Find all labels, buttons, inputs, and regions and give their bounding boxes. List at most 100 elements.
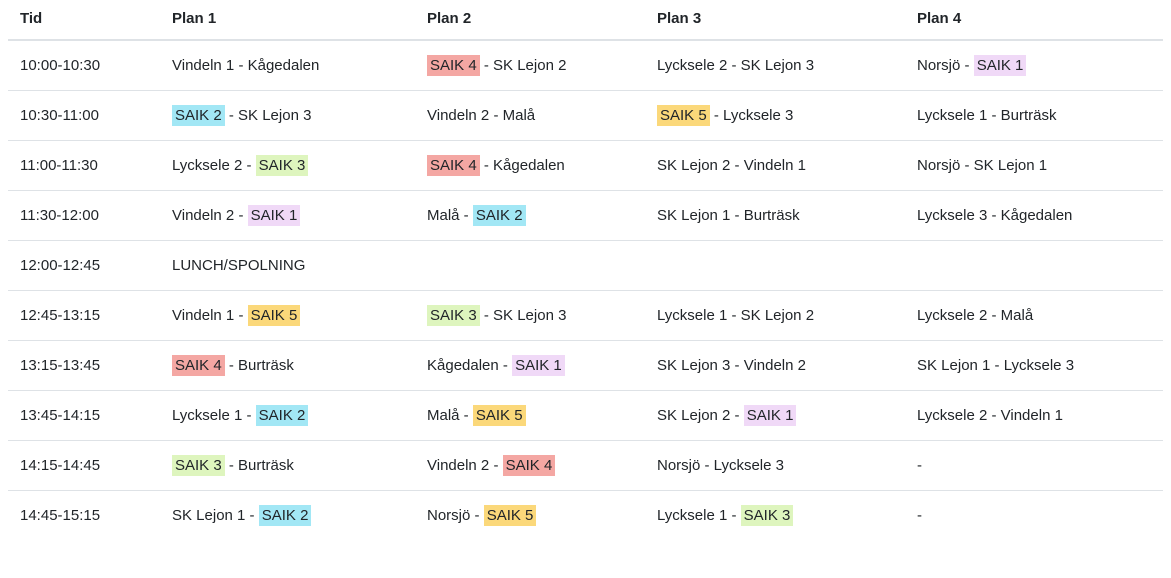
match-cell: SK Lejon 2 - SAIK 1	[645, 390, 905, 441]
schedule-row: 11:30-12:00 Vindeln 2 - SAIK 1 Malå - SAIK…	[8, 190, 1163, 241]
team-highlight: SAIK 1	[512, 355, 565, 376]
team-highlight: SAIK 5	[472, 405, 526, 426]
header-row: Tid Plan 1 Plan 2 Plan 3 Plan 4	[8, 0, 1163, 41]
match-text: Kågedalen -	[427, 357, 513, 374]
match-cell	[415, 240, 645, 291]
match-cell: Kågedalen - SAIK 1	[415, 340, 645, 391]
match-cell: SK Lejon 3 - Vindeln 2	[645, 340, 905, 391]
match-text: SK Lejon 1 - Lycksele 3	[917, 357, 1075, 374]
match-cell: LUNCH/SPOLNING	[160, 240, 415, 291]
team-highlight: SAIK 3	[427, 305, 480, 326]
schedule-row: 13:15-13:45 SAIK 4 - Burträsk Kågedalen - …	[8, 340, 1163, 391]
time-cell: 10:00-10:30	[8, 40, 160, 91]
match-text: Lycksele 1 -	[657, 507, 741, 524]
team-highlight: SAIK 3	[740, 505, 794, 526]
schedule-table: Tid Plan 1 Plan 2 Plan 3 Plan 4 10:00-10:30 V…	[8, 0, 1163, 540]
team-highlight: SAIK 2	[472, 205, 526, 226]
time-cell: 13:15-13:45	[8, 340, 160, 391]
schedule-row: 14:45-15:15 SK Lejon 1 - SAIK 2 Norsjö - S…	[8, 491, 1163, 541]
match-text: - SK Lejon 2	[479, 57, 567, 74]
match-cell: SAIK 4 - SK Lejon 2	[415, 40, 645, 91]
match-cell: Vindeln 1 - Kågedalen	[160, 40, 415, 91]
match-cell: Lycksele 2 - Malå	[905, 290, 1163, 341]
match-text: Vindeln 2 -	[427, 457, 503, 474]
column-header-plan-2: Plan 2	[415, 0, 645, 41]
match-cell: Vindeln 2 - Malå	[415, 90, 645, 141]
match-cell: -	[905, 440, 1163, 491]
time-cell: 12:00-12:45	[8, 240, 160, 291]
team-highlight: SAIK 3	[255, 155, 309, 176]
match-text: -	[917, 507, 922, 524]
match-cell: Lycksele 3 - Kågedalen	[905, 190, 1163, 241]
match-text: Vindeln 1 - Kågedalen	[172, 57, 320, 74]
schedule-row: 12:00-12:45 LUNCH/SPOLNING	[8, 240, 1163, 291]
team-highlight: SAIK 2	[258, 505, 312, 526]
match-text: Norsjö - Lycksele 3	[657, 457, 784, 474]
match-cell: SAIK 5 - Lycksele 3	[645, 90, 905, 141]
match-cell	[645, 240, 905, 291]
match-text: Norsjö -	[917, 57, 974, 74]
schedule-row: 12:45-13:15 Vindeln 1 - SAIK 5 SAIK 3 - SK…	[8, 290, 1163, 341]
match-cell: Malå - SAIK 2	[415, 190, 645, 241]
team-highlight: SAIK 1	[743, 405, 797, 426]
team-highlight: SAIK 4	[172, 355, 225, 376]
match-cell: Norsjö - SK Lejon 1	[905, 140, 1163, 191]
time-cell: 14:15-14:45	[8, 440, 160, 491]
time-cell: 11:30-12:00	[8, 190, 160, 241]
schedule-row: 10:30-11:00 SAIK 2 - SK Lejon 3 Vindeln 2 …	[8, 90, 1163, 141]
time-cell: 13:45-14:15	[8, 390, 160, 441]
match-text: - Burträsk	[224, 457, 294, 474]
team-highlight: SAIK 2	[172, 105, 225, 126]
match-text: Vindeln 1 -	[172, 307, 248, 324]
match-text: - Burträsk	[224, 357, 294, 374]
match-cell: SAIK 2 - SK Lejon 3	[160, 90, 415, 141]
match-cell	[905, 240, 1163, 291]
match-text: - Kågedalen	[479, 157, 565, 174]
match-cell: SAIK 4 - Burträsk	[160, 340, 415, 391]
schedule-table-body: 10:00-10:30 Vindeln 1 - Kågedalen SAIK 4 -…	[8, 40, 1163, 540]
match-text: Lycksele 2 - SK Lejon 3	[657, 57, 815, 74]
match-cell: Lycksele 2 - SAIK 3	[160, 140, 415, 191]
match-cell: Lycksele 1 - Burträsk	[905, 90, 1163, 141]
match-cell: Norsjö - SAIK 5	[415, 491, 645, 541]
team-highlight: SAIK 2	[255, 405, 309, 426]
match-cell: SK Lejon 2 - Vindeln 1	[645, 140, 905, 191]
match-text: Lycksele 3 - Kågedalen	[917, 207, 1073, 224]
match-text: SK Lejon 2 - Vindeln 1	[657, 157, 806, 174]
team-highlight: SAIK 1	[247, 205, 301, 226]
match-cell: -	[905, 491, 1163, 541]
match-text: Lycksele 2 -	[172, 157, 256, 174]
match-text: Vindeln 2 -	[172, 207, 248, 224]
match-cell: Vindeln 2 - SAIK 4	[415, 440, 645, 491]
team-highlight: SAIK 5	[657, 105, 710, 126]
time-cell: 10:30-11:00	[8, 90, 160, 141]
match-text: - Lycksele 3	[709, 107, 794, 124]
match-cell: Lycksele 1 - SAIK 2	[160, 390, 415, 441]
team-highlight: SAIK 5	[247, 305, 301, 326]
team-highlight: SAIK 4	[427, 155, 480, 176]
match-text: SK Lejon 3 - Vindeln 2	[657, 357, 806, 374]
time-cell: 14:45-15:15	[20, 507, 101, 524]
match-cell: Malå - SAIK 5	[415, 390, 645, 441]
match-cell: Lycksele 2 - SK Lejon 3	[645, 40, 905, 91]
match-cell: Lycksele 1 - SK Lejon 2	[645, 290, 905, 341]
match-cell: SAIK 4 - Kågedalen	[415, 140, 645, 191]
match-text: Norsjö - SK Lejon 1	[917, 157, 1048, 174]
match-text: SK Lejon 1 - Burträsk	[657, 207, 800, 224]
match-text: Lycksele 2 - Vindeln 1	[917, 407, 1063, 424]
match-text: -	[917, 457, 922, 474]
team-highlight: SAIK 4	[502, 455, 556, 476]
schedule-row: 10:00-10:30 Vindeln 1 - Kågedalen SAIK 4 -…	[8, 40, 1163, 91]
schedule-row: 14:15-14:45 SAIK 3 - Burträsk Vindeln 2 - …	[8, 440, 1163, 491]
match-cell: Vindeln 2 - SAIK 1	[160, 190, 415, 241]
match-cell: SAIK 3 - SK Lejon 3	[415, 290, 645, 341]
column-header-plan-3: Plan 3	[645, 0, 905, 41]
schedule-row: 13:45-14:15 Lycksele 1 - SAIK 2 Malå - SAI…	[8, 390, 1163, 441]
match-text: Vindeln 2 - Malå	[427, 107, 536, 124]
match-cell: Norsjö - SAIK 1	[905, 40, 1163, 91]
match-text: Norsjö -	[427, 507, 484, 524]
column-header-plan-1: Plan 1	[160, 0, 415, 41]
match-cell: SK Lejon 1 - Burträsk	[645, 190, 905, 241]
match-text: Lycksele 1 - Burträsk	[917, 107, 1057, 124]
